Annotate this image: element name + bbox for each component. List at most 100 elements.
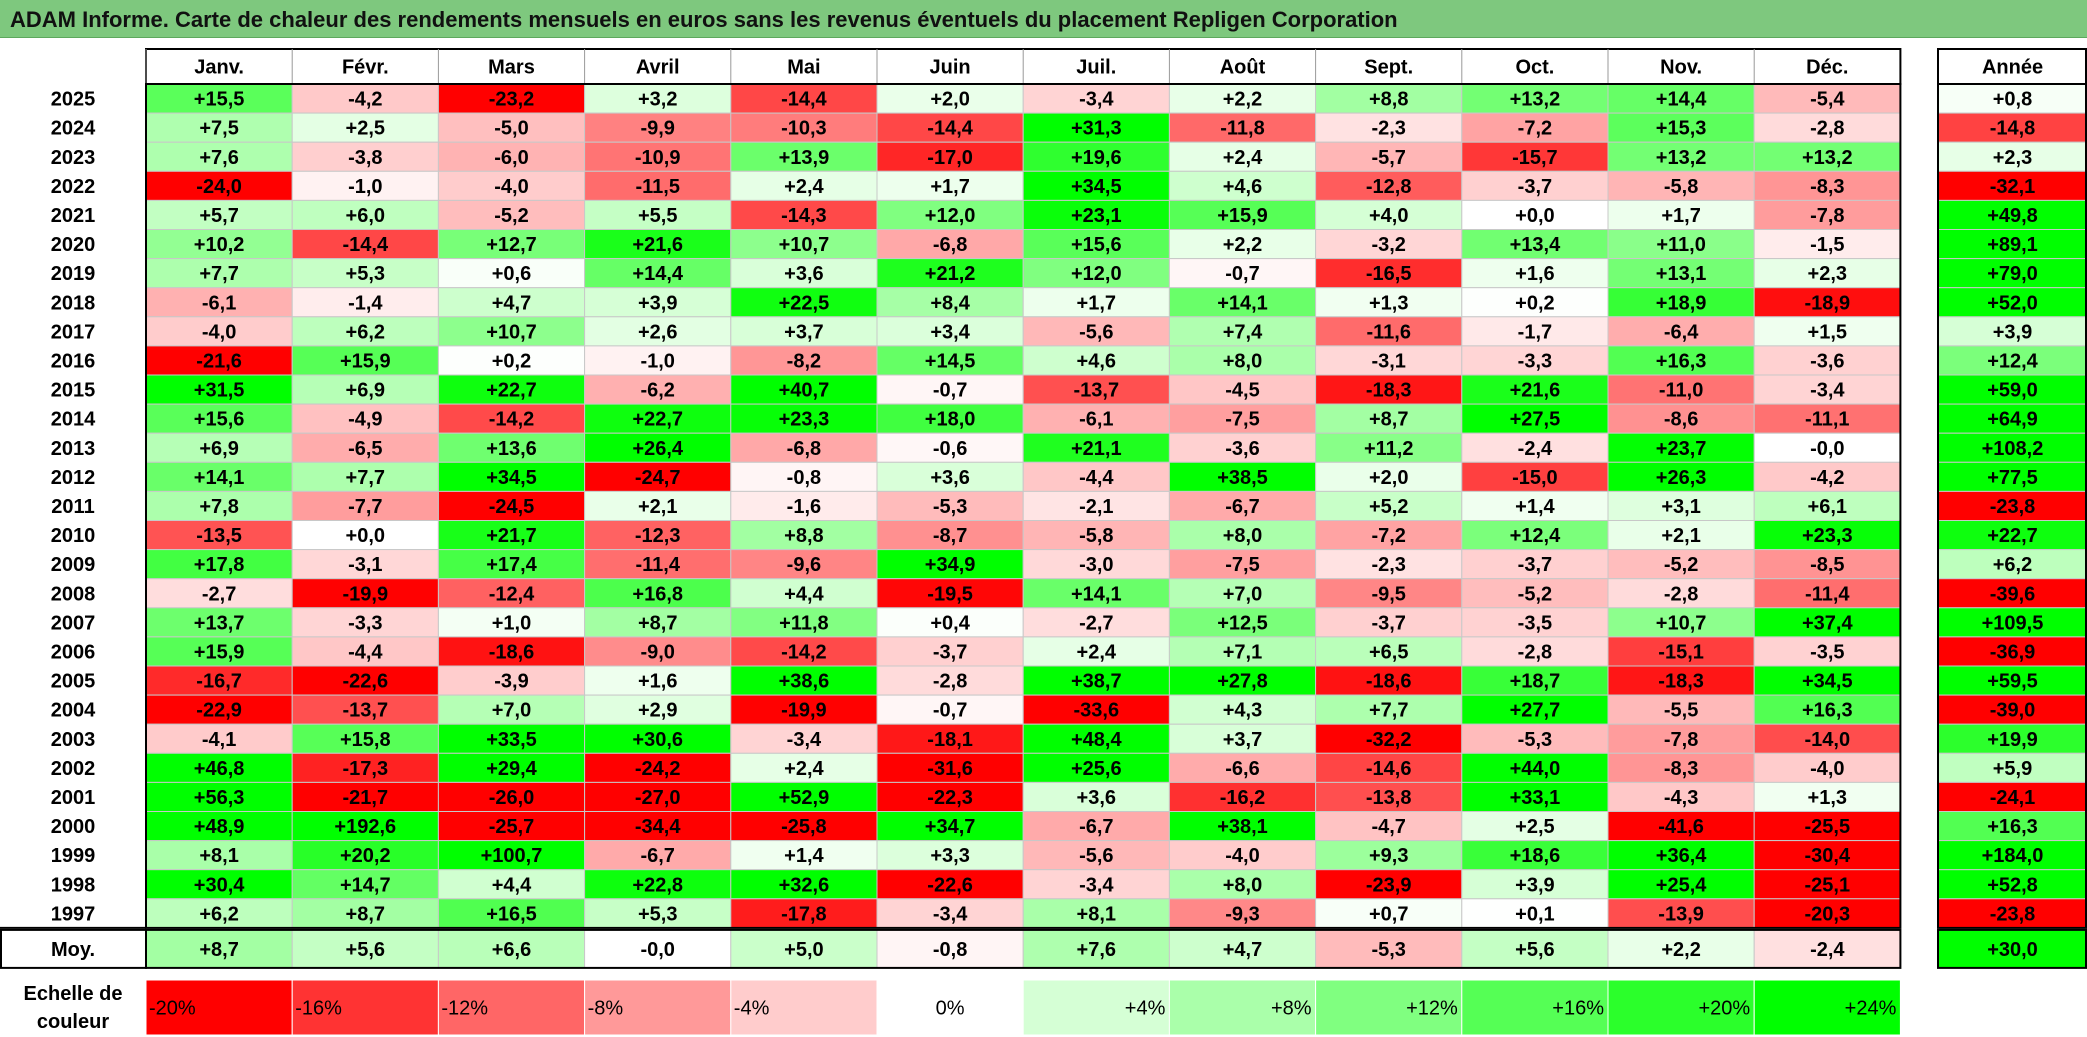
average-value: -5,3 (1371, 939, 1405, 961)
cell-value: -8,3 (1664, 758, 1698, 780)
cell-value: -4,1 (202, 729, 236, 751)
average-label-border (0, 928, 147, 969)
year-total-cell (1937, 811, 2087, 842)
heatmap-cell (1607, 723, 1755, 754)
cell-value: -5,3 (933, 496, 967, 518)
cell-value: +7,4 (1223, 321, 1263, 343)
scale-label-line1: Echelle de (24, 983, 123, 1005)
cell-value: -8,3 (1810, 176, 1844, 198)
heatmap-cell (291, 607, 439, 638)
heatmap-cell (291, 141, 439, 172)
cell-value: +31,5 (194, 380, 245, 402)
heatmap-cell (1607, 345, 1755, 376)
cell-value: +21,2 (925, 263, 976, 285)
cell-value: -41,6 (1658, 816, 1704, 838)
year-total-value: +16,3 (1987, 816, 2038, 838)
scale-swatch (1753, 979, 1901, 1036)
heatmap-cell (145, 287, 293, 318)
row-year-label: 2006 (51, 641, 96, 663)
heatmap-cell (1461, 636, 1609, 667)
month-header: Déc. (1806, 57, 1848, 79)
cell-value: +15,6 (1071, 234, 1122, 256)
cell-value: +6,2 (346, 321, 385, 343)
cell-value: +3,9 (638, 292, 677, 314)
heatmap-cell (437, 781, 586, 813)
average-year-value: +30,0 (1987, 939, 2038, 961)
cell-value: -13,7 (343, 700, 389, 722)
scale-stop-label: -20% (149, 998, 196, 1020)
cell-value: -26,0 (489, 787, 535, 809)
cell-value: +8,8 (784, 525, 823, 547)
cell-value: -10,9 (635, 147, 681, 169)
heatmap-cell (730, 345, 878, 376)
cell-value: -1,5 (1810, 234, 1844, 256)
average-value: +8,7 (199, 939, 238, 961)
cell-value: -11,1 (1805, 409, 1849, 431)
cell-value: +7,7 (346, 467, 385, 489)
cell-value: +4,6 (1223, 176, 1262, 198)
row-year-label: 2022 (51, 176, 96, 198)
scale-swatch (437, 979, 586, 1036)
heatmap-cell (1315, 374, 1463, 405)
cell-value: -13,9 (1658, 903, 1704, 925)
cell-value: -25,8 (781, 816, 827, 838)
cell-value: -24,5 (489, 496, 535, 518)
cell-value: +1,4 (784, 845, 824, 867)
heatmap-cell (1022, 199, 1170, 230)
heatmap-cell (145, 199, 293, 230)
scale-swatch (1168, 979, 1317, 1036)
heatmap-cell (291, 316, 439, 347)
year-total-value: +79,0 (1987, 263, 2038, 285)
heatmap-cell (584, 869, 732, 900)
cell-value: -25,7 (489, 816, 535, 838)
cell-value: +3,2 (638, 89, 677, 111)
cell-value: +31,3 (1071, 118, 1122, 140)
cell-value: -2,8 (1518, 641, 1552, 663)
heatmap-cell (1022, 578, 1170, 609)
cell-value: -6,7 (640, 845, 674, 867)
heatmap-cell (730, 432, 878, 463)
cell-value: -11,6 (1366, 321, 1410, 343)
cell-value: -6,2 (640, 380, 674, 402)
cell-value: -3,6 (1810, 350, 1844, 372)
heatmap-cell (1168, 636, 1317, 667)
cell-value: +22,7 (486, 380, 537, 402)
heatmap-cell (584, 316, 732, 347)
cell-value: -1,6 (787, 496, 821, 518)
cell-value: -18,6 (489, 641, 535, 663)
cell-value: +6,2 (199, 903, 238, 925)
cell-value: +38,5 (1217, 467, 1268, 489)
heatmap-cell (1168, 83, 1317, 114)
average-value: +2,2 (1661, 939, 1700, 961)
heatmap-cell (1607, 432, 1755, 463)
heatmap-cell (1315, 403, 1463, 434)
heatmap-cell (145, 607, 293, 638)
heatmap-cell (1753, 549, 1901, 580)
cell-value: +1,3 (1369, 292, 1408, 314)
cell-value: -14,4 (343, 234, 389, 256)
cell-value: +8,8 (1369, 89, 1408, 111)
cell-value: -5,0 (494, 118, 528, 140)
grid-border (145, 83, 1902, 929)
cell-value: +18,0 (925, 409, 976, 431)
cell-value: +21,6 (632, 234, 683, 256)
heatmap-cell (1022, 781, 1170, 813)
cell-value: +1,0 (492, 612, 531, 634)
cell-value: +14,7 (340, 874, 391, 896)
row-year-label: 2018 (51, 292, 96, 314)
cell-value: +15,5 (194, 89, 245, 111)
year-total-value: +2,3 (1993, 147, 2032, 169)
heatmap-cell (1607, 665, 1755, 696)
cell-value: +10,2 (194, 234, 245, 256)
cell-value: -3,7 (1518, 554, 1552, 576)
year-total-cell (1937, 490, 2087, 521)
cell-value: +0,2 (492, 350, 531, 372)
scale-stop-label: +4% (1125, 998, 1166, 1020)
month-header: Sept. (1364, 57, 1413, 79)
cell-value: +14,4 (632, 263, 683, 285)
heatmap-cell (1607, 258, 1755, 289)
heatmap-cell (730, 811, 878, 842)
cell-value: -7,2 (1371, 525, 1405, 547)
heatmap-cell (730, 694, 878, 725)
cell-value: -6,1 (1079, 409, 1113, 431)
